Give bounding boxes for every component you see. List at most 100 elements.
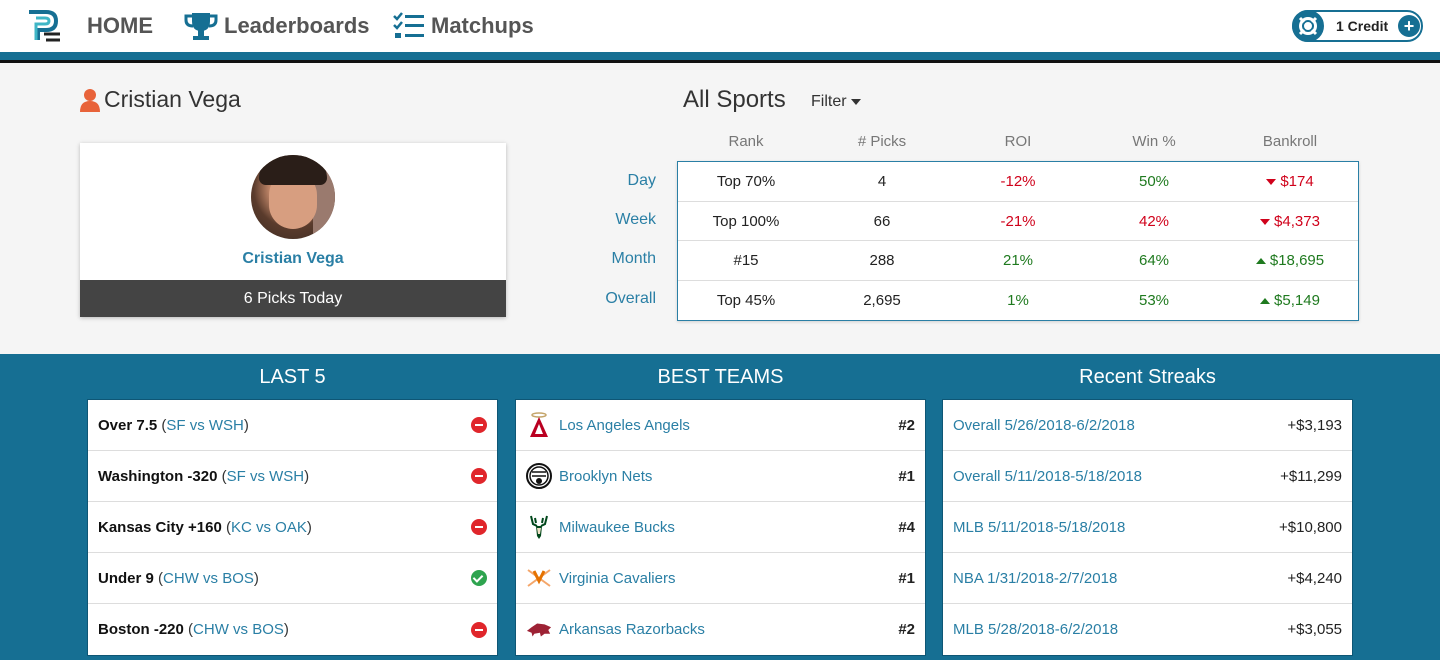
row-label-overall[interactable]: Overall	[605, 290, 656, 307]
best-teams-panel: Los Angeles Angels #2 Brooklyn Nets #1 M…	[515, 399, 926, 656]
bankroll-cell: $174	[1222, 162, 1358, 201]
streaks-title: Recent Streaks	[1079, 366, 1216, 388]
team-rank: #1	[898, 569, 915, 587]
pick-label: Under 9	[98, 569, 154, 587]
list-item: Under 9 (CHW vs BOS)	[88, 553, 497, 604]
roi-cell: 21%	[1002, 252, 1034, 269]
rank-cell: #15	[733, 252, 759, 269]
picks-today-banner: 6 Picks Today	[80, 280, 506, 317]
win-check-icon	[471, 570, 487, 586]
streak-link[interactable]: Overall 5/11/2018-5/18/2018	[953, 467, 1143, 485]
bankroll-cell: $18,695	[1222, 241, 1358, 280]
match-link[interactable]: SF vs WSH	[166, 416, 244, 434]
streak-value: +$10,800	[1279, 518, 1342, 536]
app-logo-icon[interactable]	[26, 8, 62, 44]
last5-panel: Over 7.5 (SF vs WSH) Washington -320 (SF…	[87, 399, 498, 656]
streak-value: +$3,055	[1287, 621, 1342, 638]
streak-link[interactable]: Overall 5/26/2018-6/2/2018	[953, 416, 1135, 434]
profile-card: Cristian Vega 6 Picks Today	[80, 143, 506, 317]
list-item: Washington -320 (SF vs WSH)	[88, 451, 497, 502]
list-item: Boston -220 (CHW vs BOS)	[88, 604, 497, 655]
win-cell: 53%	[1138, 291, 1170, 309]
nav-leaderboards[interactable]: Leaderboards	[184, 10, 370, 42]
streak-link[interactable]: MLB 5/11/2018-5/18/2018	[953, 518, 1126, 536]
user-heading: Cristian Vega	[80, 86, 241, 113]
team-rank: #2	[898, 416, 915, 434]
stats-title: All Sports	[683, 86, 786, 113]
team-rank: #2	[898, 621, 915, 638]
trophy-icon	[184, 11, 218, 41]
bankroll-value: $174	[1280, 173, 1314, 190]
stats-row-day: Top 70% 4 -12% 50% $174	[678, 162, 1358, 202]
avatar[interactable]	[251, 155, 335, 239]
credit-button[interactable]: 1 Credit +	[1292, 10, 1423, 42]
streak-link[interactable]: NBA 1/31/2018-2/7/2018	[953, 569, 1118, 587]
match-link[interactable]: SF vs WSH	[226, 467, 305, 485]
row-label-day[interactable]: Day	[627, 172, 656, 189]
col-header-picks: # Picks	[857, 133, 907, 150]
match-link[interactable]: CHW vs BOS	[163, 569, 254, 587]
roi-cell: 1%	[1007, 291, 1029, 309]
razorbacks-logo-icon	[526, 617, 552, 643]
col-header-bankroll: Bankroll	[1262, 133, 1318, 150]
header-divider	[0, 60, 1440, 63]
lifebuoy-icon	[1292, 10, 1324, 42]
list-item: Los Angeles Angels #2	[516, 400, 925, 451]
arrow-up-icon	[1255, 258, 1266, 265]
stats-row-month: #15 288 21% 64% $18,695	[678, 241, 1358, 281]
rank-cell: Top 45%	[716, 291, 776, 309]
user-heading-name: Cristian Vega	[104, 86, 241, 112]
win-cell: 64%	[1138, 252, 1170, 269]
team-link[interactable]: Brooklyn Nets	[559, 467, 653, 485]
angels-logo-icon	[526, 412, 552, 438]
pick-label: Boston -220	[98, 621, 184, 638]
pick-label: Washington -320	[98, 467, 218, 485]
loss-icon	[471, 468, 487, 484]
nav-home-label: HOME	[87, 13, 153, 38]
streak-value: +$3,193	[1287, 416, 1342, 434]
bankroll-cell: $5,149	[1222, 281, 1358, 320]
nav-home[interactable]: HOME	[87, 10, 153, 42]
team-link[interactable]: Milwaukee Bucks	[559, 518, 675, 536]
filter-dropdown[interactable]: Filter	[811, 93, 861, 111]
team-link[interactable]: Arkansas Razorbacks	[559, 621, 705, 638]
streak-link[interactable]: MLB 5/28/2018-6/2/2018	[953, 621, 1119, 638]
caret-down-icon	[850, 99, 861, 105]
team-link[interactable]: Virginia Cavaliers	[559, 569, 676, 587]
profile-card-name[interactable]: Cristian Vega	[242, 250, 344, 267]
streaks-panel: Overall 5/26/2018-6/2/2018 +$3,193 Overa…	[942, 399, 1353, 656]
arrow-down-icon	[1266, 179, 1277, 186]
arrow-down-icon	[1260, 218, 1271, 225]
match-link[interactable]: KC vs OAK	[231, 518, 307, 536]
picks-cell: 288	[869, 252, 895, 269]
picks-cell: 4	[877, 173, 887, 190]
nav-matchups[interactable]: Matchups	[393, 10, 534, 42]
list-item: MLB 5/28/2018-6/2/2018 +$3,055	[943, 604, 1352, 655]
filter-label: Filter	[811, 93, 847, 110]
user-icon	[80, 88, 100, 112]
last5-title: LAST 5	[259, 366, 326, 388]
picks-cell: 66	[873, 212, 891, 230]
match-link[interactable]: CHW vs BOS	[193, 621, 284, 638]
row-label-month[interactable]: Month	[611, 250, 656, 267]
arrow-up-icon	[1260, 297, 1271, 304]
loss-icon	[471, 519, 487, 535]
credit-label: 1 Credit	[1336, 18, 1389, 34]
nav-matchups-label: Matchups	[431, 13, 534, 38]
list-item: Arkansas Razorbacks #2	[516, 604, 925, 655]
list-item: Milwaukee Bucks #4	[516, 502, 925, 553]
col-header-rank: Rank	[728, 133, 764, 150]
streak-value: +$4,240	[1287, 569, 1342, 587]
row-label-week[interactable]: Week	[615, 211, 656, 228]
team-link[interactable]: Los Angeles Angels	[559, 416, 690, 434]
stats-table: Top 70% 4 -12% 50% $174 Top 100% 66 -21%…	[677, 161, 1359, 321]
stats-row-week: Top 100% 66 -21% 42% $4,373	[678, 202, 1358, 241]
list-item: MLB 5/11/2018-5/18/2018 +$10,800	[943, 502, 1352, 553]
bankroll-value: $5,149	[1274, 291, 1320, 309]
loss-icon	[471, 621, 487, 638]
list-item: Kansas City +160 (KC vs OAK)	[88, 502, 497, 553]
add-credit-icon[interactable]: +	[1398, 15, 1420, 37]
win-cell: 42%	[1138, 212, 1170, 230]
checklist-icon	[393, 12, 425, 40]
nav-leaderboards-label: Leaderboards	[224, 13, 370, 38]
